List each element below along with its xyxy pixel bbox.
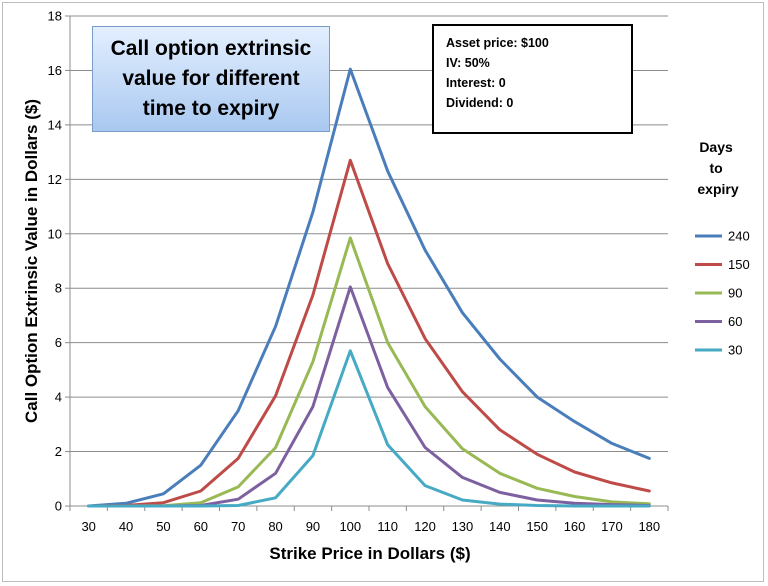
x-tick-labels: 30 40 50 60 70 80 90 100 110 120 130 140 150 160 170 18…: [81, 519, 660, 534]
x-tick-label: 150: [526, 519, 548, 534]
x-tick-label: 110: [377, 519, 398, 534]
chart-title: Call option extrinsic value for different…: [110, 37, 312, 120]
info-interest: Interest: 0: [446, 76, 506, 90]
legend-label-150: 150: [728, 257, 750, 272]
legend-label-60: 60: [728, 314, 742, 329]
x-tick-label: 70: [231, 519, 245, 534]
x-tick-label: 60: [194, 519, 208, 534]
x-axis-title: Strike Price in Dollars ($): [269, 544, 470, 563]
y-tick-label: 14: [48, 117, 62, 132]
legend-label-240: 240: [728, 229, 750, 244]
y-tick-label: 4: [55, 390, 62, 405]
y-axis-title: Call Option Extrinsic Value in Dollars (…: [22, 99, 41, 423]
x-tick-label: 140: [489, 519, 511, 534]
legend-title-line: Days: [699, 139, 733, 155]
x-tick-label: 40: [119, 519, 133, 534]
x-tick-label: 50: [156, 519, 170, 534]
x-tick-label: 170: [601, 519, 623, 534]
x-tick-label: 120: [414, 519, 436, 534]
legend-items: 240 150 90 60 30: [695, 229, 750, 358]
info-iv: IV: 50%: [446, 56, 490, 70]
x-tick-label: 180: [638, 519, 660, 534]
y-tick-label: 12: [48, 172, 62, 187]
series-line-240: [87, 67, 651, 508]
legend-title-line: expiry: [697, 181, 738, 197]
x-tick-label: 30: [81, 519, 95, 534]
y-tick-label: 8: [55, 281, 62, 296]
series-line-30: [87, 349, 651, 508]
legend-label-30: 30: [728, 343, 742, 358]
y-tick-label: 6: [55, 335, 62, 350]
x-tick-label: 100: [339, 519, 361, 534]
x-tick-label: 130: [452, 519, 474, 534]
y-tick-label: 10: [48, 226, 62, 241]
chart-title-box: Call option extrinsic value for different…: [92, 26, 330, 132]
legend: Days to expiry 240 150 90 60 30: [695, 139, 750, 358]
series-lines: [87, 67, 651, 508]
legend-title-line: to: [709, 160, 722, 176]
series-line-90: [87, 236, 651, 508]
y-tick-label: 0: [55, 499, 62, 514]
info-asset-price: Asset price: $100: [446, 36, 549, 50]
x-tick-label: 160: [564, 519, 586, 534]
info-dividend: Dividend: 0: [446, 96, 514, 110]
y-tick-labels: 0 2 4 6 8 10 12 14 16 18: [48, 9, 62, 514]
legend-label-90: 90: [728, 286, 742, 301]
y-tick-label: 2: [55, 444, 62, 459]
legend-title: Days to expiry: [697, 139, 738, 197]
x-tick-label: 90: [306, 519, 320, 534]
y-tick-label: 18: [48, 9, 62, 24]
x-tick-label: 80: [268, 519, 282, 534]
parameters-box: Asset price: $100 IV: 50% Interest: 0 Di…: [432, 24, 633, 134]
y-tick-label: 16: [48, 63, 62, 78]
series-line-150: [87, 158, 651, 508]
